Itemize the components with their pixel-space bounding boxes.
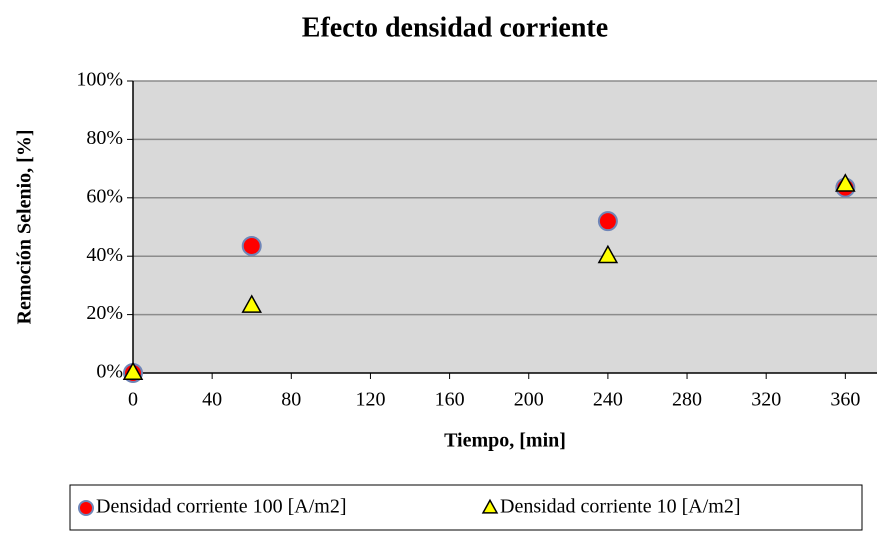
legend-label: Densidad corriente 10 [A/m2]	[500, 496, 740, 518]
legend-label: Densidad corriente 100 [A/m2]	[96, 496, 346, 518]
circle-marker	[597, 211, 618, 232]
legend-marker	[481, 498, 499, 514]
y-tick-label: 80%	[86, 127, 123, 149]
legend-box	[69, 484, 863, 531]
y-tick-label: 0%	[96, 361, 123, 383]
x-tick-label: 200	[514, 389, 544, 411]
circle-marker	[241, 235, 262, 256]
x-tick-label: 160	[435, 389, 465, 411]
triangle-marker	[835, 173, 856, 192]
legend-marker	[78, 500, 94, 516]
y-tick-label: 20%	[86, 302, 123, 324]
triangle-marker	[597, 244, 619, 264]
x-tick-label: 0	[128, 389, 138, 411]
x-tick-label: 80	[281, 389, 301, 411]
triangle-marker	[122, 361, 144, 381]
x-tick-label: 320	[751, 389, 781, 411]
y-tick-label: 100%	[76, 69, 123, 91]
plot-area	[133, 81, 877, 373]
triangle-marker	[241, 294, 262, 313]
x-tick-label: 240	[593, 389, 623, 411]
x-tick-label: 120	[355, 389, 385, 411]
x-tick-label: 40	[202, 389, 222, 411]
y-tick-label: 60%	[86, 185, 123, 207]
x-tick-label: 360	[830, 389, 860, 411]
x-tick-label: 280	[672, 389, 702, 411]
y-axis-label: Remoción Selenio, [%]	[14, 130, 36, 325]
chart-title: Efecto densidad corriente	[302, 12, 608, 43]
x-axis-label: Tiempo, [min]	[444, 430, 566, 452]
y-tick-label: 40%	[86, 244, 123, 266]
